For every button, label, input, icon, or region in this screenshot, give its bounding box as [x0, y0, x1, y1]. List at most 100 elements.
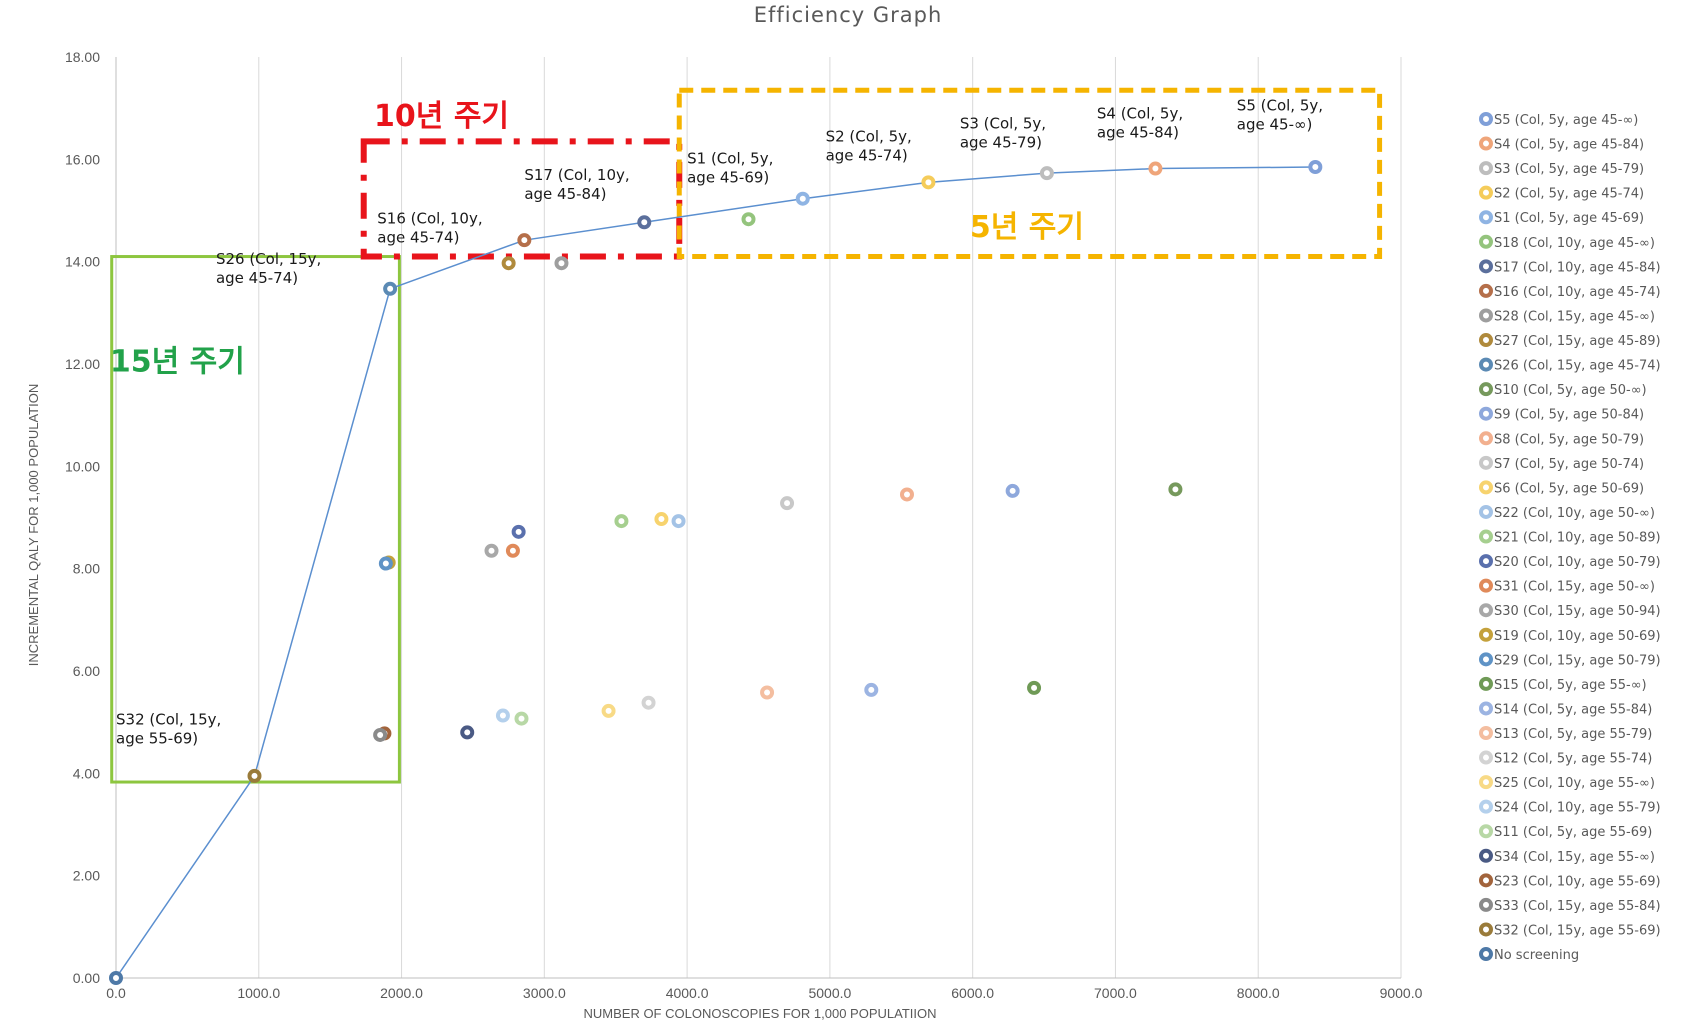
- legend-marker: [1479, 529, 1493, 544]
- point-annotation: S16 (Col, 10y, age 45-74): [377, 209, 482, 246]
- legend-entry: S24 (Col, 10y, age 55-79): [1494, 801, 1661, 816]
- legend-marker: [1479, 406, 1493, 421]
- data-point: [484, 543, 499, 558]
- x-tick-label: 3000.0: [523, 985, 566, 1001]
- annotation-line: age 45-74): [216, 269, 298, 287]
- data-point: [517, 233, 532, 248]
- x-tick-label: 4000.0: [666, 985, 709, 1001]
- x-tick-label: 5000.0: [808, 985, 851, 1001]
- x-tick-label: 1000.0: [237, 985, 280, 1001]
- data-point: [247, 768, 262, 783]
- legend-entry: S20 (Col, 10y, age 50-79): [1494, 555, 1661, 570]
- data-points: [109, 160, 1323, 985]
- grid: [258, 57, 1402, 978]
- legend-entry: S18 (Col, 10y, age 45-∞): [1494, 236, 1655, 251]
- y-tick-label: 16.00: [65, 151, 100, 167]
- legend-marker: [1479, 259, 1493, 274]
- group-box: [360, 138, 683, 260]
- annotation-line: age 55-69): [116, 730, 198, 748]
- y-tick-label: 4.00: [73, 765, 100, 781]
- legend-entry: S33 (Col, 15y, age 55-84): [1494, 899, 1661, 914]
- data-point: [1148, 161, 1163, 176]
- legend-entry: S29 (Col, 15y, age 50-79): [1494, 653, 1661, 668]
- x-tick-label: 8000.0: [1237, 985, 1280, 1001]
- annotation-line: age 45-74): [826, 146, 908, 164]
- point-annotations: S32 (Col, 15y, age 55-69)S26 (Col, 15y, ag…: [116, 97, 1323, 748]
- data-point: [641, 695, 656, 710]
- legend-marker: [1479, 652, 1493, 667]
- annotation-line: S26 (Col, 15y,: [216, 250, 321, 268]
- legend-entry: S11 (Col, 5y, age 55-69): [1494, 825, 1652, 840]
- legend-marker: [1479, 676, 1493, 691]
- legend-marker: [1479, 726, 1493, 740]
- data-point: [1308, 160, 1323, 175]
- legend-entry: S34 (Col, 15y, age 55-∞): [1494, 850, 1655, 865]
- y-tick-label: 6.00: [73, 663, 100, 679]
- legend-entry: S27 (Col, 15y, age 45-89): [1494, 334, 1661, 349]
- data-point: [1005, 483, 1020, 498]
- annotation-line: S16 (Col, 10y,: [377, 209, 482, 227]
- legend-marker: [1479, 112, 1493, 126]
- data-point: [780, 496, 795, 511]
- annotation-line: S2 (Col, 5y,: [826, 127, 912, 145]
- data-point: [511, 524, 526, 539]
- data-point: [654, 512, 669, 527]
- legend-entry: S4 (Col, 5y, age 45-84): [1494, 138, 1644, 153]
- legend-marker: [1479, 627, 1493, 642]
- legend-entry: S2 (Col, 5y, age 45-74): [1494, 187, 1644, 202]
- legend-entry: S31 (Col, 15y, age 50-∞): [1494, 580, 1655, 595]
- group-label: 10년 주기: [374, 99, 509, 134]
- x-axis-label: NUMBER OF COLONOSCOPIES FOR 1,000 POPULA…: [584, 1006, 937, 1021]
- point-annotation: S1 (Col, 5y, age 45-69): [687, 149, 773, 186]
- group-label: 15년 주기: [110, 345, 245, 380]
- legend-marker: [1479, 701, 1493, 716]
- data-point: [495, 708, 510, 723]
- legend-marker: [1479, 504, 1493, 519]
- annotation-line: S32 (Col, 15y,: [116, 711, 221, 729]
- group-box: [676, 87, 1383, 260]
- legend-marker: [1479, 799, 1493, 814]
- annotation-line: S5 (Col, 5y,: [1237, 97, 1323, 115]
- y-tick-label: 18.00: [65, 49, 100, 65]
- y-tick-label: 0.00: [73, 970, 100, 986]
- legend-entry: S32 (Col, 15y, age 55-69): [1494, 923, 1661, 938]
- legend: S5 (Col, 5y, age 45-∞) S4 (Col, 5y, age 4…: [1479, 112, 1661, 963]
- annotation-line: age 45-79): [960, 134, 1042, 152]
- data-point: [921, 175, 936, 190]
- legend-entry: S21 (Col, 10y, age 50-89): [1494, 531, 1661, 546]
- point-annotation: S2 (Col, 5y, age 45-74): [826, 127, 912, 164]
- legend-marker: [1479, 357, 1493, 372]
- y-tick-label: 12.00: [65, 356, 100, 372]
- data-point: [109, 971, 123, 985]
- x-tick-label: 9000.0: [1380, 985, 1423, 1001]
- legend-marker: [1479, 382, 1493, 397]
- legend-marker: [1479, 161, 1493, 176]
- data-point: [383, 281, 398, 296]
- legend-marker: [1479, 333, 1493, 348]
- x-tick-label: 6000.0: [951, 985, 994, 1001]
- annotation-line: age 45-84): [1097, 123, 1179, 141]
- data-point: [671, 514, 686, 529]
- legend-entry: S23 (Col, 10y, age 55-69): [1494, 874, 1661, 889]
- legend-entry: S30 (Col, 15y, age 50-94): [1494, 604, 1661, 619]
- data-point: [637, 215, 652, 230]
- legend-entry: S22 (Col, 10y, age 50-∞): [1494, 506, 1655, 521]
- data-point: [373, 727, 388, 742]
- legend-marker: [1479, 947, 1493, 962]
- data-point: [795, 191, 810, 206]
- point-annotation: S5 (Col, 5y, age 45-∞): [1237, 97, 1323, 134]
- legend-entry: S9 (Col, 5y, age 50-84): [1494, 408, 1644, 423]
- point-annotation: S32 (Col, 15y, age 55-69): [116, 711, 221, 748]
- legend-marker: [1479, 431, 1493, 446]
- point-annotation: S4 (Col, 5y, age 45-84): [1097, 104, 1183, 141]
- legend-marker: [1479, 750, 1493, 765]
- group-box: [110, 255, 401, 784]
- group-boxes: 15년 주기 10년 주기 5년 주기: [110, 87, 1383, 784]
- legend-marker: [1479, 283, 1493, 298]
- axes: 0.0 1000.0 2000.0 3000.0 4000.0 5000.0 6000.0 7…: [65, 49, 1423, 1001]
- data-point: [554, 256, 569, 271]
- legend-entry: S16 (Col, 10y, age 45-74): [1494, 285, 1661, 300]
- legend-entry: S28 (Col, 15y, age 45-∞): [1494, 309, 1655, 324]
- data-point: [514, 711, 529, 726]
